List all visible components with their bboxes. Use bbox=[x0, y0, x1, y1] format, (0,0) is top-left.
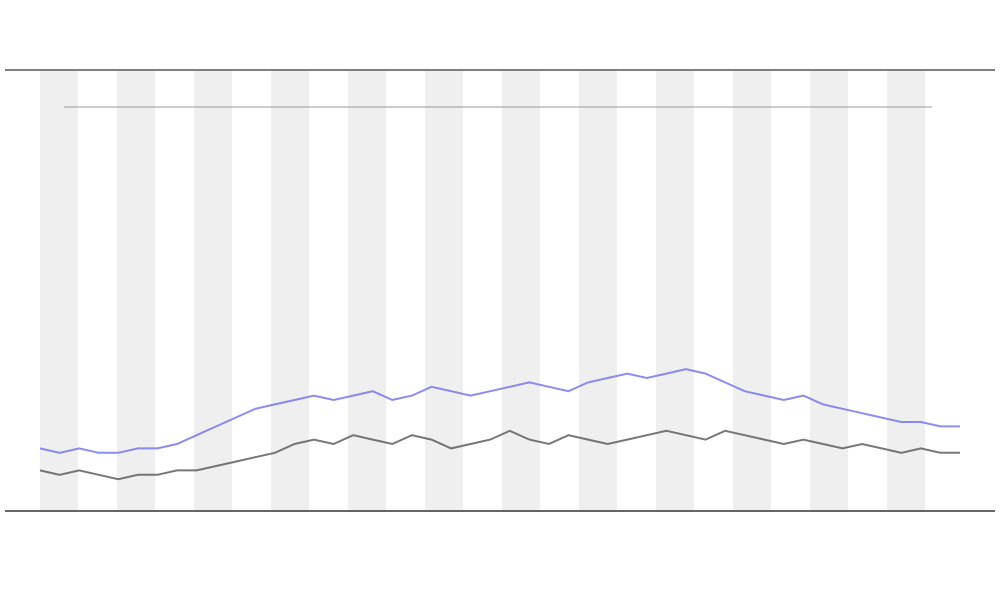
band bbox=[733, 71, 771, 511]
band bbox=[810, 71, 848, 511]
band bbox=[40, 71, 78, 511]
band bbox=[194, 71, 232, 511]
band bbox=[117, 71, 155, 511]
series-line bbox=[39, 429, 960, 481]
band bbox=[579, 71, 617, 511]
band bbox=[271, 71, 309, 511]
band bbox=[502, 71, 540, 511]
series-line bbox=[39, 368, 960, 454]
band bbox=[887, 71, 925, 511]
band bbox=[656, 71, 694, 511]
band bbox=[348, 71, 386, 511]
band bbox=[425, 71, 463, 511]
